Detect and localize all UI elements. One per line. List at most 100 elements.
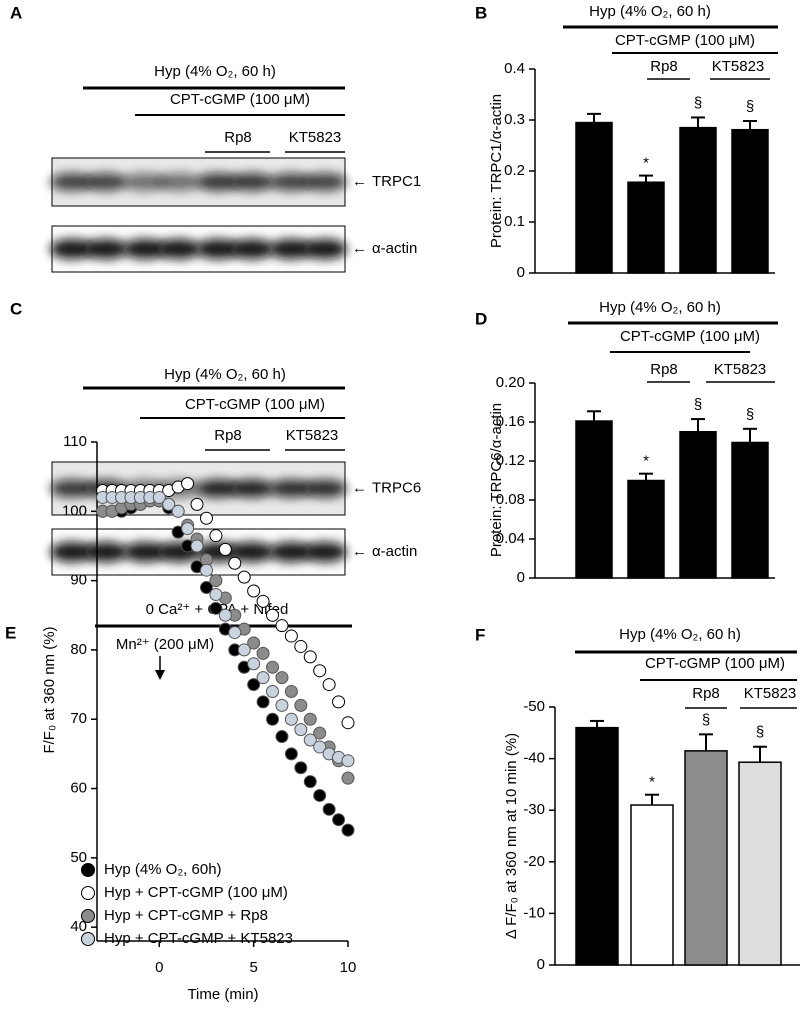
- treatment-label: Rp8: [692, 685, 720, 702]
- y-tick-label: 90: [70, 572, 87, 589]
- blot-band: [269, 479, 313, 498]
- treatment-label: CPT-cGMP (100 μM): [170, 91, 310, 108]
- data-point: [162, 497, 176, 511]
- data-point: [190, 497, 204, 511]
- band-label: TRPC1: [372, 173, 421, 190]
- treatment-label: CPT-cGMP (100 μM): [645, 655, 785, 672]
- treatment-label: Hyp (4% O₂, 60 h): [599, 299, 721, 316]
- y-tick-label: 60: [70, 779, 87, 796]
- data-point: [313, 788, 327, 802]
- data-point: [256, 695, 270, 709]
- significance-mark: *: [643, 453, 649, 470]
- blot-band: [269, 173, 313, 191]
- blot-band: [196, 239, 240, 259]
- data-point: [247, 584, 261, 598]
- panel-label: F: [475, 625, 485, 644]
- stimulus-arrowhead: [155, 670, 165, 680]
- data-point: [218, 608, 232, 622]
- data-point: [171, 504, 185, 518]
- blot-band: [50, 239, 94, 259]
- x-tick-label: 5: [249, 959, 257, 976]
- data-point: [322, 678, 336, 692]
- x-tick-label: 0: [155, 959, 163, 976]
- treatment-label: KT5823: [286, 427, 339, 444]
- data-point: [199, 581, 213, 595]
- y-tick-label: 70: [70, 710, 87, 727]
- y-tick-label: 80: [70, 641, 87, 658]
- band-arrow: ←: [352, 240, 367, 257]
- data-point: [275, 671, 289, 685]
- bar: [575, 726, 619, 966]
- data-point: [284, 629, 298, 643]
- panel-label: C: [10, 299, 22, 318]
- y-tick-label: 0: [517, 264, 525, 281]
- treatment-label: Rp8: [214, 427, 242, 444]
- bar: [684, 750, 728, 966]
- data-point: [322, 802, 336, 816]
- band-label: α-actin: [372, 543, 417, 560]
- data-point: [341, 716, 355, 730]
- panel-label: D: [475, 309, 487, 328]
- blot-band: [303, 173, 347, 191]
- data-point: [247, 678, 261, 692]
- data-point: [190, 539, 204, 553]
- treatment-label: Hyp (4% O₂, 60 h): [164, 366, 286, 383]
- band-label: TRPC6: [372, 479, 421, 496]
- legend-marker: [81, 932, 95, 946]
- blot-band: [157, 173, 201, 191]
- data-point: [313, 740, 327, 754]
- bar: [731, 128, 769, 274]
- data-point: [303, 650, 317, 664]
- data-point: [228, 556, 242, 570]
- significance-mark: §: [746, 406, 754, 423]
- data-point: [181, 477, 195, 491]
- treatment-label: Hyp (4% O₂, 60 h): [154, 63, 276, 80]
- data-point: [266, 608, 280, 622]
- blot-band: [50, 542, 94, 562]
- data-point: [181, 522, 195, 536]
- y-axis-label: F/F₀ at 360 nm (%): [41, 626, 58, 753]
- x-tick-label: 10: [340, 959, 357, 976]
- treatment-label: CPT-cGMP (100 μM): [620, 328, 760, 345]
- blot-band: [157, 239, 201, 259]
- blot-band: [84, 542, 128, 562]
- treatment-label: Rp8: [650, 58, 678, 75]
- blot-band: [123, 173, 167, 191]
- significance-mark: §: [694, 396, 702, 413]
- data-point: [303, 775, 317, 789]
- data-point: [284, 712, 298, 726]
- blot-band: [123, 239, 167, 259]
- blot-band: [303, 542, 347, 562]
- significance-mark: *: [649, 774, 655, 791]
- panel-label: B: [475, 3, 487, 22]
- y-tick-label: -50: [523, 698, 545, 715]
- data-point: [247, 636, 261, 650]
- y-tick-label: 0.12: [496, 452, 525, 469]
- y-tick-label: -20: [523, 853, 545, 870]
- data-point: [199, 563, 213, 577]
- data-point: [256, 646, 270, 660]
- data-point: [332, 813, 346, 827]
- x-axis-label: Time (min): [187, 986, 258, 1003]
- data-point: [284, 747, 298, 761]
- data-point: [275, 730, 289, 744]
- y-axis-label: Protein: TRPC1/α-actin: [488, 94, 505, 248]
- legend-label: Hyp + CPT-cGMP + Rp8: [104, 907, 268, 924]
- y-tick-label: 0.08: [496, 491, 525, 508]
- data-point: [294, 723, 308, 737]
- band-arrow: ←: [352, 543, 367, 560]
- band-arrow: ←: [352, 479, 367, 496]
- blot-band: [84, 173, 128, 191]
- y-tick-label: 0.2: [504, 162, 525, 179]
- data-point: [294, 698, 308, 712]
- data-point: [209, 574, 223, 588]
- bar: [630, 804, 674, 966]
- y-tick-label: 0.3: [504, 111, 525, 128]
- bar: [679, 126, 717, 274]
- data-point: [284, 685, 298, 698]
- y-tick-label: -40: [523, 750, 545, 767]
- data-point: [294, 639, 308, 653]
- bar: [627, 479, 665, 579]
- blot-band: [50, 173, 94, 191]
- y-axis-label: Protein: TRPC6/α-actin: [488, 403, 505, 557]
